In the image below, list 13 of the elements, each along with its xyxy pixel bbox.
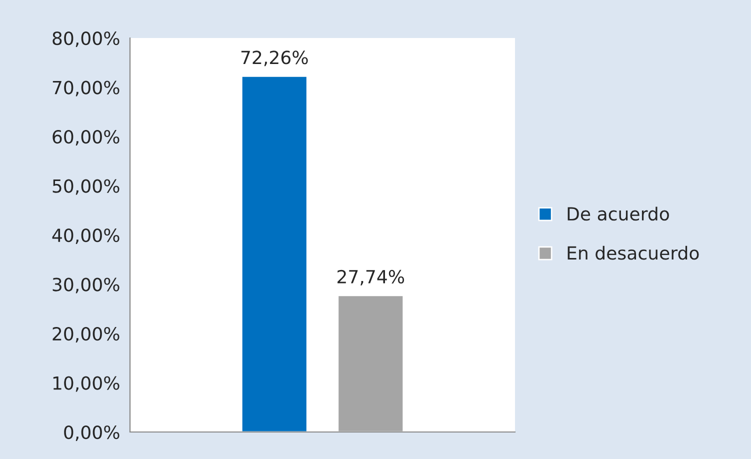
data-label: 27,74% xyxy=(338,270,404,286)
y-tick-label: 50,00% xyxy=(52,179,120,195)
y-tick-label: 0,00% xyxy=(64,425,120,441)
legend-label: En desacuerdo xyxy=(568,246,699,260)
y-tick-label: 80,00% xyxy=(52,31,120,47)
legend-label: De acuerdo xyxy=(568,206,669,221)
data-label: 72,26% xyxy=(241,50,308,66)
y-tick-label: 30,00% xyxy=(52,278,120,294)
y-tick-label: 10,00% xyxy=(53,376,120,392)
y-tick-label: 60,00% xyxy=(52,130,120,146)
y-tick-label: 70,00% xyxy=(52,80,120,96)
y-tick-label: 40,00% xyxy=(52,228,120,244)
y-tick-label: 20,00% xyxy=(52,326,120,342)
